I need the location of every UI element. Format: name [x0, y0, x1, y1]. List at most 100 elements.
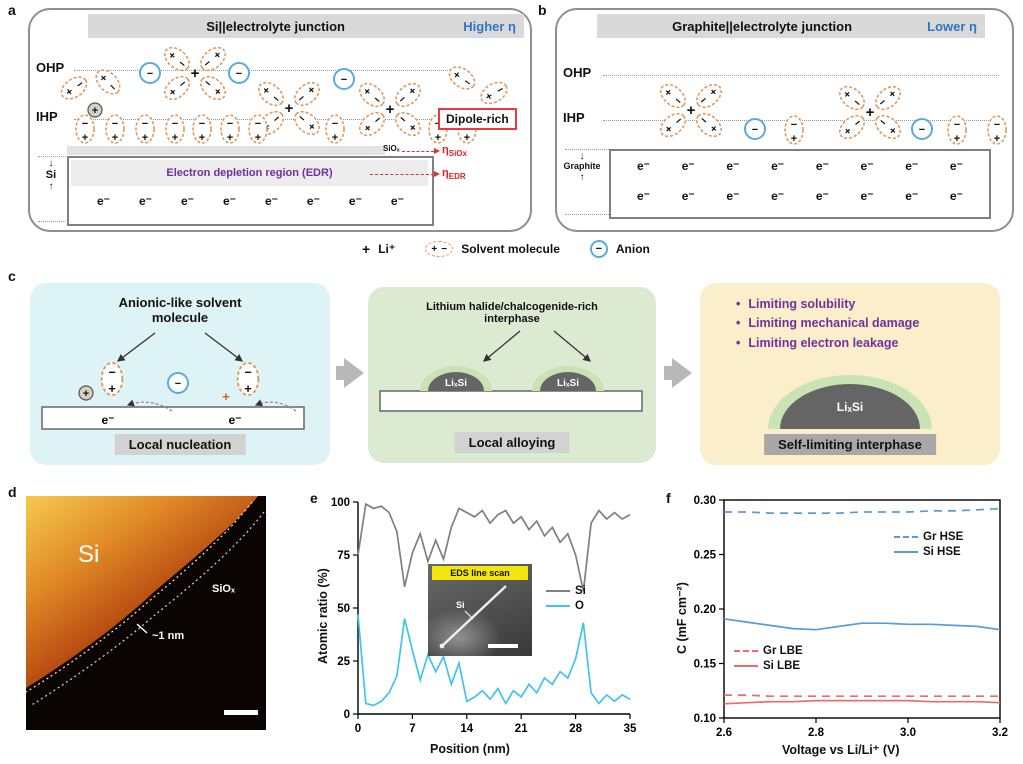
si-series-label: Si — [575, 585, 586, 597]
stage1-title: Anionic-like solvent molecule — [118, 295, 242, 325]
si-hse-label: Si HSE — [923, 545, 961, 558]
bullet-item: Limiting solubility — [748, 297, 856, 311]
panel-f-label: f — [666, 490, 671, 506]
electron-symbol: e⁻ — [222, 194, 236, 208]
eta-edr-label: ηEDR — [442, 167, 466, 182]
gr-hse-line-icon — [894, 536, 918, 539]
solvated-li-cluster — [355, 79, 424, 140]
anion-legend-icon: − — [589, 240, 608, 258]
ohp-line-a — [74, 70, 456, 71]
lixsi-label: LiₓSi — [445, 378, 467, 389]
anion — [744, 118, 766, 140]
y-tick-label: 0.30 — [694, 495, 716, 507]
si-thickness-bottomline — [38, 221, 68, 222]
anion — [139, 62, 161, 84]
anionic-solvent-molecule — [236, 361, 260, 397]
ohp-label-b: OHP — [563, 65, 592, 80]
ihp-label-a: IHP — [36, 109, 58, 124]
stage3-diagram: LiₓSi — [768, 375, 932, 429]
series-gr-hse — [724, 507, 1001, 514]
panel-a-label: a — [8, 2, 16, 18]
y-tick-label: 25 — [337, 656, 350, 668]
ihp-line-a — [74, 119, 456, 120]
panel-e-label: e — [310, 490, 318, 506]
si-electrode-box: Electron depletion region (EDR) e⁻ e⁻ e⁻… — [67, 156, 434, 226]
solvent-molecule-icon: + − — [425, 241, 454, 257]
anion-legend-label: Anion — [615, 242, 650, 256]
series-si-lbe — [723, 699, 1001, 705]
eds-inset-image: EDS line scan Si — [428, 564, 532, 656]
line-scan-path — [441, 585, 507, 647]
y-tick-label: 75 — [337, 550, 350, 562]
y-tick-label: 0.10 — [694, 713, 716, 725]
x-tick-label: 7 — [409, 723, 415, 735]
solvent-petal — [444, 61, 480, 95]
si-region-label: Si — [78, 541, 99, 568]
panel-d-label: d — [8, 484, 17, 500]
stage-local-alloying: Lithium halide/chalcogenide-rich interpha… — [368, 287, 656, 463]
si-thickness-topline — [38, 156, 68, 157]
e-legend: Si O — [546, 584, 586, 614]
o-series-line-icon — [546, 605, 570, 608]
solvated-li-cluster — [656, 80, 725, 141]
siox-region-label: SiOₓ — [212, 583, 236, 595]
dipole-rich-callout: Dipole-rich — [438, 108, 517, 130]
eta-siox-label: ηSiOx — [442, 144, 467, 159]
anion — [333, 68, 355, 90]
stage-self-limiting: • Limiting solubility • Limiting mechanica… — [700, 283, 1000, 465]
solvated-li-cluster — [835, 82, 904, 143]
panel-e-chart: 0 7 14 21 28 35 0 25 50 75 100 Atomic ratio (%) Po… — [300, 484, 660, 764]
thickness-pointer — [136, 623, 148, 634]
stage1-diagram: + e⁻ e⁻ — [41, 332, 305, 430]
eta-siox-arrow — [402, 148, 440, 154]
capacitance-chart: 2.6 2.8 3.0 3.2 0.10 0.15 0.20 0.25 0.30 — [694, 495, 1008, 739]
electron-symbol: e⁻ — [138, 194, 152, 208]
panel-b-header: Graphite||electrolyte junction Lower η — [597, 14, 985, 38]
electron-symbol: e⁻ — [681, 159, 695, 173]
electron-symbol: e⁻ — [726, 189, 740, 203]
line-scan-start — [439, 643, 445, 649]
bullet-item: Limiting electron leakage — [748, 335, 899, 350]
graphite-electrode-box: e⁻ e⁻ e⁻ e⁻ e⁻ e⁻ e⁻ e⁻ e⁻ e⁻ e⁻ e⁻ e⁻ e… — [609, 149, 991, 219]
panel-b-title: Graphite||electrolyte junction — [672, 18, 853, 34]
molecule-legend: + Li⁺ + − Solvent molecule − Anion — [362, 240, 650, 258]
eds-inset-caption: EDS line scan — [432, 566, 528, 580]
e-y-axis-label: Atomic ratio (%) — [316, 568, 330, 664]
y-tick-label: 0.15 — [694, 659, 717, 671]
f-hse-legend: Gr HSE Si HSE — [894, 530, 963, 560]
panel-c-label: c — [8, 268, 16, 284]
ohp-label-a: OHP — [36, 60, 65, 75]
x-tick-label: 35 — [624, 723, 637, 735]
electron-symbol: e⁻ — [264, 194, 278, 208]
electron-symbol: e⁻ — [306, 194, 320, 208]
lixsi-label: LiₓSi — [837, 400, 863, 414]
x-tick-label: 3.0 — [900, 727, 916, 739]
eds-inset-overlay: Si — [439, 585, 518, 649]
electron-symbol: e⁻ — [949, 159, 963, 173]
electron-symbol: e⁻ — [949, 189, 963, 203]
gr-hse-label: Gr HSE — [923, 531, 964, 543]
solvent-petal — [56, 71, 92, 105]
up-arrow-icon: ↑ — [579, 171, 585, 183]
eds-line-scan-chart: 0 7 14 21 28 35 0 25 50 75 100 — [331, 497, 637, 735]
stage2-caption: Local alloying — [454, 432, 570, 453]
edr-band: Electron depletion region (EDR) — [71, 160, 428, 186]
electron-symbol: e⁻ — [726, 159, 740, 173]
gr-lbe-label: Gr LBE — [763, 645, 803, 657]
panel-f-chart: 2.6 2.8 3.0 3.2 0.10 0.15 0.20 0.25 0.30 C (mF c… — [662, 484, 1020, 764]
siox-layer — [67, 146, 385, 155]
panel-a: Si||electrolyte junction Higher η OHP IH… — [28, 8, 532, 232]
inset-scale-bar — [488, 644, 518, 648]
stage2-diagram: LiₓSi LiₓSi — [379, 330, 643, 412]
x-tick-label: 0 — [355, 723, 361, 735]
graphite-thickness-marker: ↓ Graphite ↑ — [559, 151, 605, 183]
y-tick-label: 0.25 — [694, 550, 717, 562]
electron-row-b2: e⁻ e⁻ e⁻ e⁻ e⁻ e⁻ e⁻ e⁻ — [637, 189, 963, 203]
stage-local-nucleation: Anionic-like solvent molecule + e⁻ e⁻ Loc… — [30, 283, 330, 465]
electron-row-a: e⁻ e⁻ e⁻ e⁻ e⁻ e⁻ e⁻ e⁻ — [97, 194, 404, 208]
stage2-title: Lithium halide/chalcogenide-rich interpha… — [426, 301, 598, 325]
si-hse-line-icon — [894, 551, 918, 554]
bullet-item: Limiting mechanical damage — [748, 316, 920, 331]
electron-transfer-arrow — [126, 399, 173, 412]
anion — [167, 372, 189, 394]
